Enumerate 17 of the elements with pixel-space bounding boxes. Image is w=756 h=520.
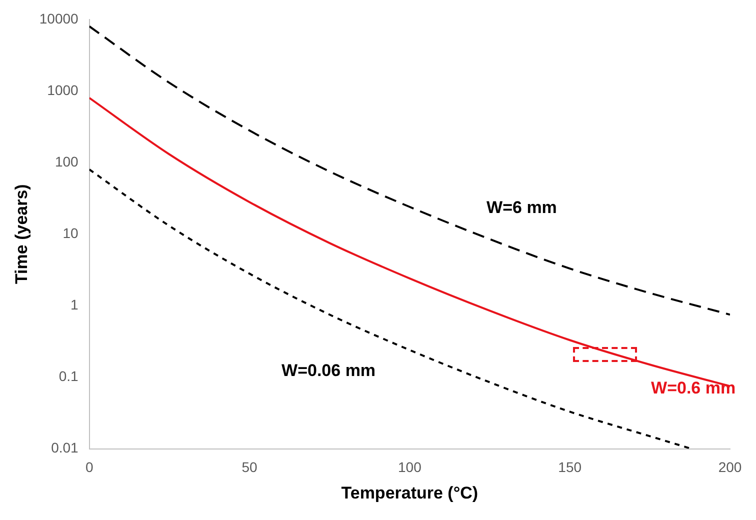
x-tick-label: 0 — [85, 459, 94, 476]
y-tick-label: 0.01 — [51, 440, 79, 456]
y-tick-label: 1 — [70, 296, 79, 313]
x-tick-label: 150 — [558, 459, 582, 476]
y-axis-title: Time (years) — [12, 184, 31, 284]
x-tick-label: 100 — [398, 459, 422, 476]
x-tick-label: 200 — [718, 459, 742, 476]
series-label: W=6 mm — [486, 198, 557, 218]
y-tick-label: 100 — [54, 153, 79, 170]
y-tick-label: 0.1 — [58, 368, 79, 384]
y-tick-label: 10000 — [39, 10, 79, 26]
x-tick-label: 50 — [242, 459, 258, 476]
y-tick-label: 10 — [62, 224, 79, 241]
y-tick-label: 1000 — [47, 82, 79, 98]
line-series — [89, 25, 730, 316]
x-axis-title: Temperature (°C) — [341, 483, 478, 502]
series-label: W=0.06 mm — [282, 361, 376, 380]
